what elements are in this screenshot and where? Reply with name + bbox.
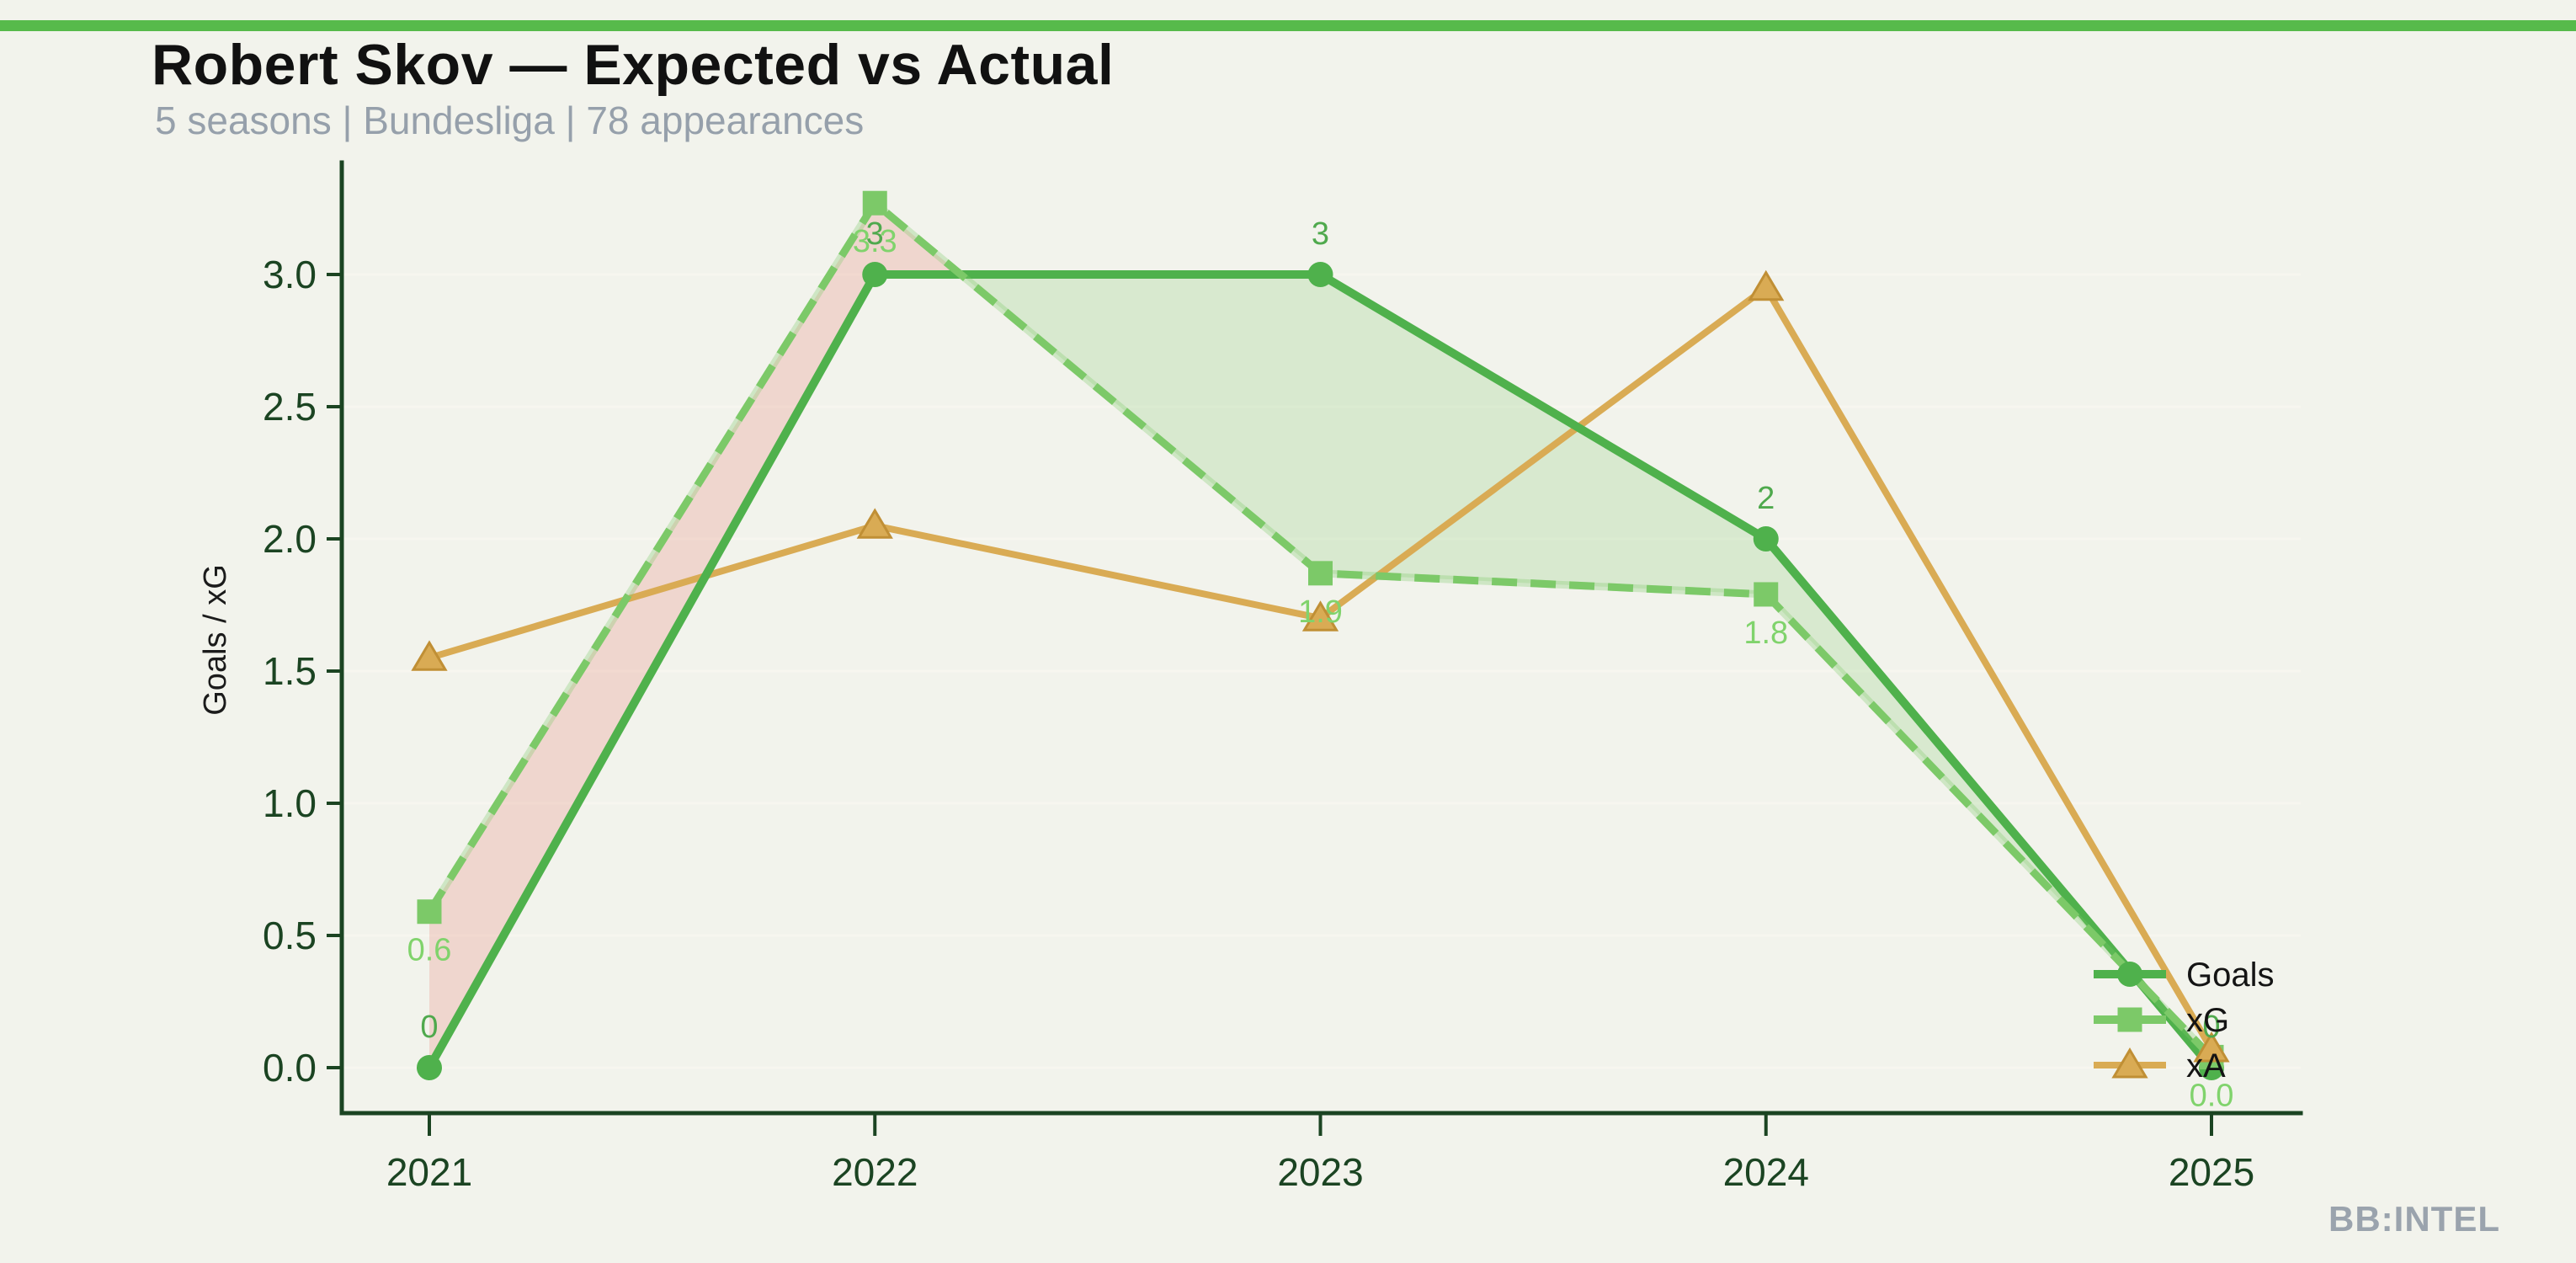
page-subtitle: 5 seasons | Bundesliga | 78 appearances	[155, 99, 865, 142]
point-label: 2	[1757, 481, 1775, 516]
legend-item-xa: xA	[2094, 1047, 2226, 1084]
x-axis: 2021 2022 2023 2024 2025	[386, 1113, 2254, 1194]
point-label: 0.6	[407, 933, 452, 968]
fill-goals-above	[1320, 274, 1766, 594]
x-tick-label: 2024	[1723, 1150, 1809, 1194]
page-title: Robert Skov — Expected vs Actual	[152, 33, 1115, 97]
xg-point-marker	[1754, 582, 1779, 607]
xa-point-marker	[1748, 269, 1785, 301]
xa-point-marker	[2193, 1031, 2230, 1063]
markers	[411, 190, 2230, 1080]
x-tick-label: 2021	[386, 1150, 472, 1194]
y-axis: 0.0 0.5 1.0 1.5 2.0 2.5 3.0	[263, 253, 342, 1090]
xa-point-marker	[411, 640, 448, 671]
point-label: 3.3	[853, 224, 897, 259]
legend: Goals xG xA	[2094, 957, 2275, 1084]
axis-spines	[339, 160, 2303, 1116]
y-tick-label: 2.5	[263, 385, 317, 429]
goals-point-marker	[417, 1055, 442, 1080]
point-label: 1.9	[1298, 594, 1343, 630]
xg-point-marker	[1308, 561, 1333, 586]
goals-point-marker	[1307, 262, 1333, 287]
legend-item-goals: Goals	[2094, 957, 2275, 994]
fill-xg-above	[429, 203, 876, 1068]
legend-label: Goals	[2186, 957, 2275, 994]
y-tick-label: 3.0	[263, 253, 317, 296]
point-label: 3	[866, 216, 884, 252]
point-label: 0	[420, 1010, 438, 1045]
y-tick-label: 0.0	[263, 1046, 317, 1090]
point-label: 0.0	[2190, 1078, 2234, 1113]
xg-point-marker	[417, 899, 442, 925]
y-tick-label: 0.5	[263, 914, 317, 957]
legend-label: xA	[2186, 1047, 2226, 1084]
y-tick-label: 2.0	[263, 517, 317, 561]
x-tick-label: 2025	[2169, 1150, 2254, 1194]
fill-regions	[429, 203, 2211, 1068]
point-labels: 0 3 3 2 0 0.6 3.3 1.9 1.8 0.0	[407, 216, 2234, 1113]
y-axis-title: Goals / xG	[198, 564, 233, 716]
legend-label: xG	[2186, 1002, 2229, 1039]
y-tick-label: 1.0	[263, 781, 317, 825]
y-tick-label: 1.5	[263, 649, 317, 693]
xa-point-marker	[856, 508, 893, 539]
legend-marker-square	[2117, 1007, 2142, 1032]
point-label: 0	[2202, 1010, 2220, 1045]
watermark: BB:INTEL	[2329, 1199, 2500, 1239]
xg-point-marker	[862, 190, 887, 216]
point-label: 1.8	[1743, 616, 1788, 651]
legend-marker-triangle	[2111, 1047, 2148, 1079]
fill-xg-above	[875, 203, 961, 274]
gridlines	[343, 273, 2301, 1069]
goals-point-marker	[862, 262, 888, 287]
legend-marker-circle	[2117, 962, 2142, 987]
xa-point-marker	[1301, 600, 1339, 632]
accent-bar	[0, 20, 2576, 31]
x-tick-label: 2022	[832, 1150, 918, 1194]
x-tick-label: 2023	[1277, 1150, 1363, 1194]
legend-item-xg: xG	[2094, 1002, 2229, 1039]
point-label: 3	[1312, 216, 1329, 252]
goals-point-marker	[1753, 526, 1779, 552]
